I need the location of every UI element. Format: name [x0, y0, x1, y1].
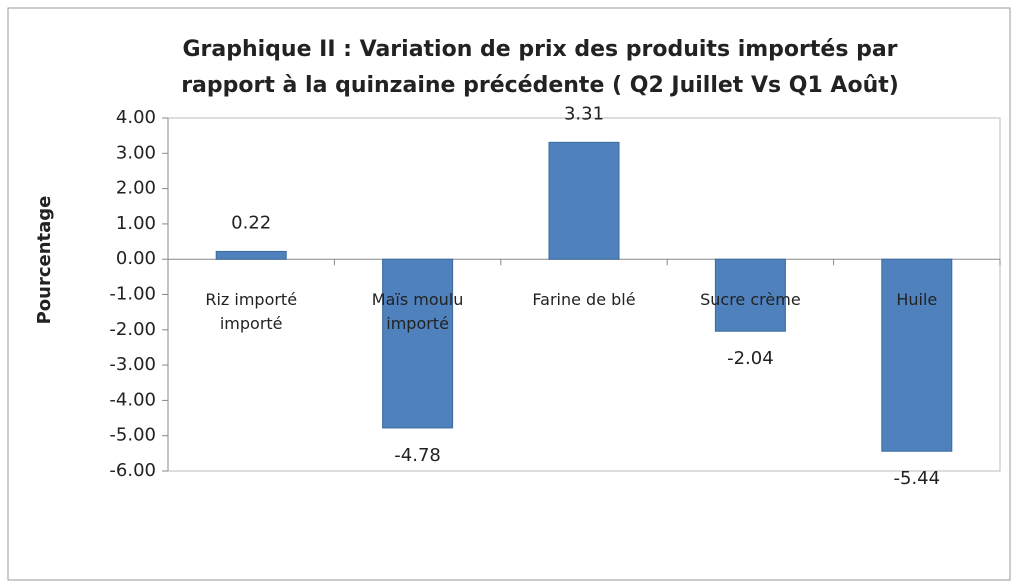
chart-title: rapport à la quinzaine précédente ( Q2 J…	[181, 73, 899, 98]
y-tick-label: 4.00	[116, 107, 156, 128]
y-tick-label: -1.00	[109, 284, 156, 305]
y-tick-label: 3.00	[116, 142, 156, 163]
y-tick-label: 2.00	[116, 178, 156, 199]
x-tick-label: Maïs moulu importé	[371, 290, 464, 334]
y-tick-label: -4.00	[109, 389, 156, 410]
y-tick-label: 0.00	[116, 248, 156, 269]
y-tick-label: -3.00	[109, 354, 156, 375]
chart-border	[7, 7, 1011, 581]
y-tick-label: -2.00	[109, 319, 156, 340]
y-tick-label: -5.00	[109, 425, 156, 446]
bar	[714, 258, 786, 332]
value-label: -2.04	[727, 348, 774, 369]
y-tick-label: 1.00	[116, 213, 156, 234]
bar	[881, 258, 953, 452]
y-tick-label: -6.00	[109, 460, 156, 481]
x-tick-label: Riz importé importé	[205, 290, 298, 334]
chart-title: Graphique II : Variation de prix des pro…	[182, 37, 897, 62]
x-tick-label: Sucre crème	[700, 290, 801, 310]
bar	[382, 258, 454, 429]
value-label: -5.44	[894, 468, 941, 489]
value-label: 3.31	[564, 103, 604, 124]
bar	[215, 250, 287, 260]
x-tick-label: Farine de blé	[532, 290, 636, 310]
x-tick-label: Huile	[896, 290, 938, 310]
value-label: -4.78	[394, 445, 441, 466]
y-axis-label: Pourcentage	[34, 196, 55, 325]
value-label: 0.22	[231, 212, 271, 233]
bar	[548, 141, 620, 260]
